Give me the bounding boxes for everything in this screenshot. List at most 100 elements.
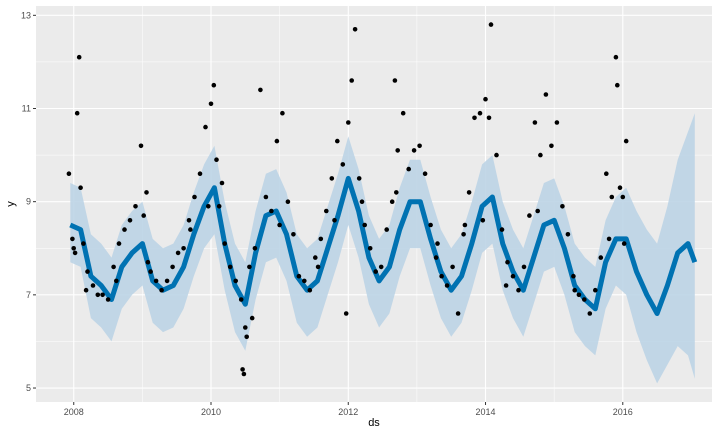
x-tick-label: 2014 bbox=[476, 407, 496, 417]
data-point bbox=[356, 176, 362, 181]
y-axis: 5 7 9 11 13 bbox=[21, 10, 36, 393]
data-point bbox=[192, 194, 197, 200]
data-point bbox=[576, 292, 582, 298]
data-point bbox=[486, 115, 492, 121]
data-point bbox=[332, 218, 337, 223]
data-point bbox=[510, 273, 516, 279]
data-point bbox=[400, 110, 406, 116]
data-point bbox=[247, 264, 252, 270]
data-point bbox=[340, 162, 346, 167]
data-point bbox=[111, 264, 116, 270]
data-point bbox=[543, 92, 549, 97]
data-point bbox=[122, 227, 127, 232]
data-point bbox=[435, 241, 440, 246]
data-point bbox=[499, 227, 505, 232]
data-point bbox=[296, 273, 302, 279]
data-point bbox=[538, 152, 543, 158]
data-point bbox=[335, 138, 340, 144]
uncertainty-band-layer bbox=[70, 113, 695, 384]
y-axis-title: y bbox=[5, 201, 17, 207]
data-point bbox=[233, 278, 238, 284]
data-point bbox=[313, 255, 318, 260]
data-point bbox=[384, 227, 390, 232]
data-point bbox=[76, 54, 82, 60]
data-point bbox=[417, 143, 422, 149]
data-point bbox=[505, 259, 510, 265]
data-point bbox=[488, 22, 494, 27]
data-point bbox=[565, 232, 571, 237]
data-point bbox=[617, 185, 623, 190]
data-point bbox=[394, 190, 399, 195]
data-point bbox=[144, 190, 149, 195]
data-point bbox=[367, 246, 373, 251]
y-tick-label: 9 bbox=[26, 197, 31, 207]
data-point bbox=[373, 269, 379, 274]
data-point bbox=[186, 218, 192, 223]
data-point bbox=[623, 138, 629, 144]
data-point bbox=[346, 120, 351, 125]
data-point bbox=[258, 87, 263, 93]
x-tick-label: 2008 bbox=[64, 407, 84, 417]
data-point bbox=[127, 218, 133, 223]
data-point bbox=[604, 171, 609, 176]
observation-points bbox=[66, 22, 629, 377]
data-point bbox=[461, 232, 466, 237]
data-point bbox=[95, 292, 101, 298]
data-point bbox=[587, 311, 593, 316]
data-point bbox=[571, 273, 576, 279]
data-point bbox=[206, 204, 211, 209]
data-point bbox=[263, 194, 269, 200]
data-point bbox=[428, 222, 433, 228]
data-point bbox=[593, 287, 598, 293]
data-point bbox=[141, 213, 146, 218]
data-point bbox=[606, 236, 612, 242]
data-point bbox=[535, 208, 540, 214]
y-tick-label: 5 bbox=[26, 383, 31, 393]
data-point bbox=[291, 232, 296, 237]
data-point bbox=[188, 227, 193, 232]
data-point bbox=[219, 180, 225, 186]
data-point bbox=[503, 283, 509, 288]
data-point bbox=[472, 115, 477, 121]
forecast-line bbox=[69, 175, 698, 316]
data-point bbox=[243, 325, 248, 330]
data-point bbox=[74, 110, 80, 116]
data-point bbox=[214, 157, 219, 162]
data-point bbox=[392, 78, 398, 83]
data-point bbox=[613, 54, 619, 60]
data-point bbox=[572, 287, 577, 293]
data-point bbox=[238, 297, 244, 302]
x-axis: 2008 2010 2012 2014 2016 bbox=[64, 402, 633, 417]
data-point bbox=[349, 78, 355, 83]
data-point bbox=[477, 110, 483, 116]
data-point bbox=[324, 208, 329, 214]
data-point bbox=[277, 222, 282, 228]
data-point bbox=[83, 287, 89, 293]
data-point bbox=[274, 138, 280, 144]
data-point bbox=[318, 236, 324, 242]
data-point bbox=[532, 120, 538, 125]
data-point bbox=[352, 27, 358, 32]
uncertainty-band bbox=[70, 113, 695, 384]
data-point bbox=[240, 367, 245, 372]
data-point bbox=[433, 255, 439, 260]
data-point bbox=[516, 287, 521, 293]
data-point bbox=[439, 273, 444, 279]
data-point bbox=[480, 218, 486, 223]
data-point bbox=[389, 199, 395, 204]
data-point bbox=[216, 204, 222, 209]
data-point bbox=[494, 152, 499, 158]
forecast-line-layer bbox=[69, 175, 698, 316]
data-point bbox=[100, 292, 105, 298]
data-point bbox=[598, 255, 604, 260]
data-point bbox=[406, 166, 412, 172]
data-point bbox=[302, 278, 307, 284]
data-point bbox=[395, 148, 401, 153]
data-point bbox=[175, 250, 181, 256]
data-point bbox=[159, 287, 164, 293]
data-point bbox=[116, 241, 122, 246]
x-axis-title: ds bbox=[368, 417, 380, 429]
data-point bbox=[181, 246, 186, 251]
data-point bbox=[582, 297, 587, 302]
